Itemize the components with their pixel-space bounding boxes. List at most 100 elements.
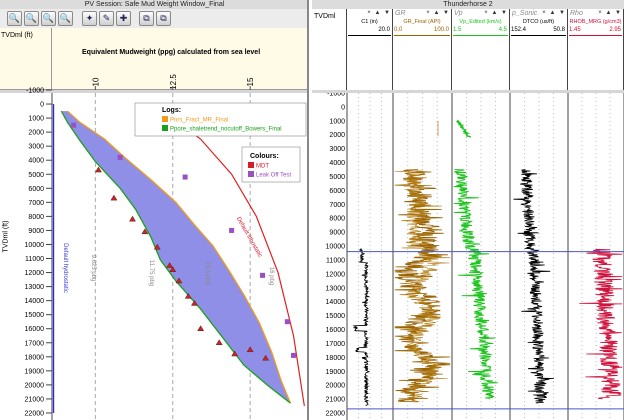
leak-off-test-point — [260, 272, 266, 278]
paste-icon[interactable]: ⧉ — [156, 11, 171, 26]
depth-axis-label: TVDml (ft) — [2, 220, 10, 253]
header-gap — [0, 90, 307, 93]
depth-tick-label: 19000 — [326, 369, 346, 376]
vp-curve — [453, 169, 498, 400]
leak-off-test-point — [117, 154, 123, 160]
track-max-value: 4.5 — [498, 27, 507, 33]
depth-tick-label: 7000 — [329, 202, 345, 209]
mdt-point — [190, 299, 198, 306]
lithostatic-curve — [163, 110, 305, 407]
header-gap-right — [312, 90, 624, 93]
depth-tick-label: 20000 — [326, 383, 346, 390]
track-header-controls[interactable]: × ▲ ▼ — [426, 10, 450, 16]
fracture-gradient-curve — [67, 110, 292, 404]
safe-window-fill — [61, 111, 291, 404]
right-window-title: Thunderhorse 2 — [312, 0, 624, 9]
y-tick-label: 5000 — [28, 172, 44, 179]
logs-legend-title: Logs: — [162, 107, 181, 114]
y-tick-label: 10000 — [25, 242, 45, 249]
track-min-value: 1.45 — [569, 27, 581, 33]
y-tick-label: 11000 — [25, 256, 44, 263]
log-tracks[interactable]: -1000 0 1000 2000 3000 4000 5000 6000 7000 8000 90… — [312, 93, 624, 420]
depth-tick-label: 2000 — [329, 132, 345, 139]
colours-legend-title: Colours: — [250, 153, 279, 160]
zoom-box-icon[interactable]: 🔍 — [41, 11, 56, 26]
track-curve-label: C1 (in) — [361, 19, 378, 25]
y-tick-label: 1000 — [28, 116, 44, 123]
mdt-point — [153, 243, 161, 250]
depth-tick-label: 17000 — [326, 341, 346, 348]
mdt-point — [215, 339, 223, 346]
depth-tick-label: 9000 — [329, 230, 345, 237]
track-header-controls[interactable]: × ▲ ▼ — [367, 10, 391, 16]
depth-tick-label: 5000 — [329, 174, 345, 181]
legend-swatch — [162, 125, 168, 131]
depth-tick-label: 22000 — [326, 411, 346, 418]
y-tick-label: 19000 — [25, 368, 45, 375]
track-header-controls[interactable]: × ▲ ▼ — [484, 10, 508, 16]
track-curve-label: GR_Final (API) — [403, 19, 441, 25]
track-header-controls[interactable]: × ▲ ▼ — [542, 10, 566, 16]
track-min-value: 0.0 — [394, 27, 403, 33]
track-header-controls[interactable]: × ▲ ▼ — [598, 10, 622, 16]
track-name: Vp — [454, 10, 463, 17]
vp-curve — [455, 120, 472, 138]
track-header-c1[interactable]: × ▲ ▼ C1 (in) 20.0 — [347, 9, 393, 90]
y-tick-label: 12000 — [25, 270, 45, 277]
y-tick-label: -1000 — [26, 88, 44, 95]
mdt-point — [262, 354, 270, 361]
depth-tick-label: 18000 — [326, 355, 346, 362]
track-header-rho[interactable]: Rho × ▲ ▼ RHOB_MRG (g/cm3) 1.45 2.95 — [568, 9, 624, 90]
gr-curve — [394, 169, 451, 403]
pointer-icon[interactable]: ✚ — [116, 11, 131, 26]
gr-curve — [394, 169, 451, 403]
depth-track-header-label: TVDml — [314, 13, 336, 20]
copy-icon[interactable]: ⧉ — [139, 11, 154, 26]
track-header-psonic[interactable]: p_Sonic × ▲ ▼ DTCO (us/ft) 152.4 50.8 — [510, 9, 568, 90]
depth-tick-label: 13000 — [326, 285, 346, 292]
mdt-point — [246, 346, 254, 353]
mudweight-chart[interactable]: 10 12.5 15 -1000 0 1000 2000 3000 4000 5000 6000 70… — [0, 28, 309, 420]
depth-tick-label: 0 — [341, 104, 345, 111]
zoom-fit-icon[interactable]: 🔍 — [58, 11, 73, 26]
legend-label: Pnrs_Fract_MR_Final — [170, 118, 228, 124]
legend-swatch — [162, 116, 168, 122]
chart-title: Equivalent Mudweight (ppg) calculated fr… — [82, 49, 261, 56]
depth-tick-label: 6000 — [329, 188, 345, 195]
zoom-in-icon[interactable]: 🔍 — [7, 11, 22, 26]
track-header-vp[interactable]: Vp × ▲ ▼ Vp_Edited (km/s) 1.5 4.5 — [452, 9, 510, 90]
x-tick-label: 15 — [246, 77, 255, 86]
x-tick-label: 10 — [91, 77, 100, 86]
rhob-curve — [579, 248, 623, 400]
mdt-point — [231, 350, 239, 357]
annotation-casing: 13.5 pbg — [204, 261, 210, 284]
y-tick-label: 21000 — [25, 396, 45, 403]
y-tick-label: 3000 — [28, 144, 44, 151]
depth-tick-label: 3000 — [329, 146, 345, 153]
left-window: PV Session: Safe Mud Weight Window_Final… — [0, 0, 309, 420]
annotation-casing: 9.625 pbg — [90, 255, 96, 282]
y-tick-label: 18000 — [25, 354, 45, 361]
toolbar: 🔍 🔍 🔍 🔍 ✦ ✎ ✚ ⧉ ⧉ — [0, 9, 307, 28]
highlight-icon[interactable]: ✦ — [82, 11, 97, 26]
legend-label: MDT — [256, 164, 269, 170]
y-tick-label: 0 — [40, 102, 44, 109]
track-curve-label: RHOB_MRG (g/cm3) — [569, 19, 622, 25]
annotation-casing: 11.75 pbg — [148, 260, 154, 286]
depth-tick-label: 1000 — [329, 118, 345, 125]
y-tick-label: 7000 — [28, 200, 44, 207]
track-max-value: 20.0 — [378, 27, 390, 33]
zoom-out-icon[interactable]: 🔍 — [24, 11, 39, 26]
mdt-point — [141, 228, 149, 235]
track-header-gr[interactable]: GR × ▲ ▼ GR_Final (API) 0.0 100.0 — [393, 9, 452, 90]
track-max-value: 2.95 — [609, 27, 621, 33]
depth-tick-label: 11000 — [326, 257, 345, 264]
pencil-icon[interactable]: ✎ — [99, 11, 114, 26]
mdt-point — [197, 325, 205, 331]
depth-track-header: TVDml — [312, 9, 347, 90]
track-name: p_Sonic — [512, 10, 538, 17]
y-tick-label: 2000 — [28, 130, 44, 137]
y-tick-label: 14000 — [25, 298, 45, 305]
mdt-point — [129, 215, 136, 222]
leak-off-test-point — [291, 352, 297, 358]
